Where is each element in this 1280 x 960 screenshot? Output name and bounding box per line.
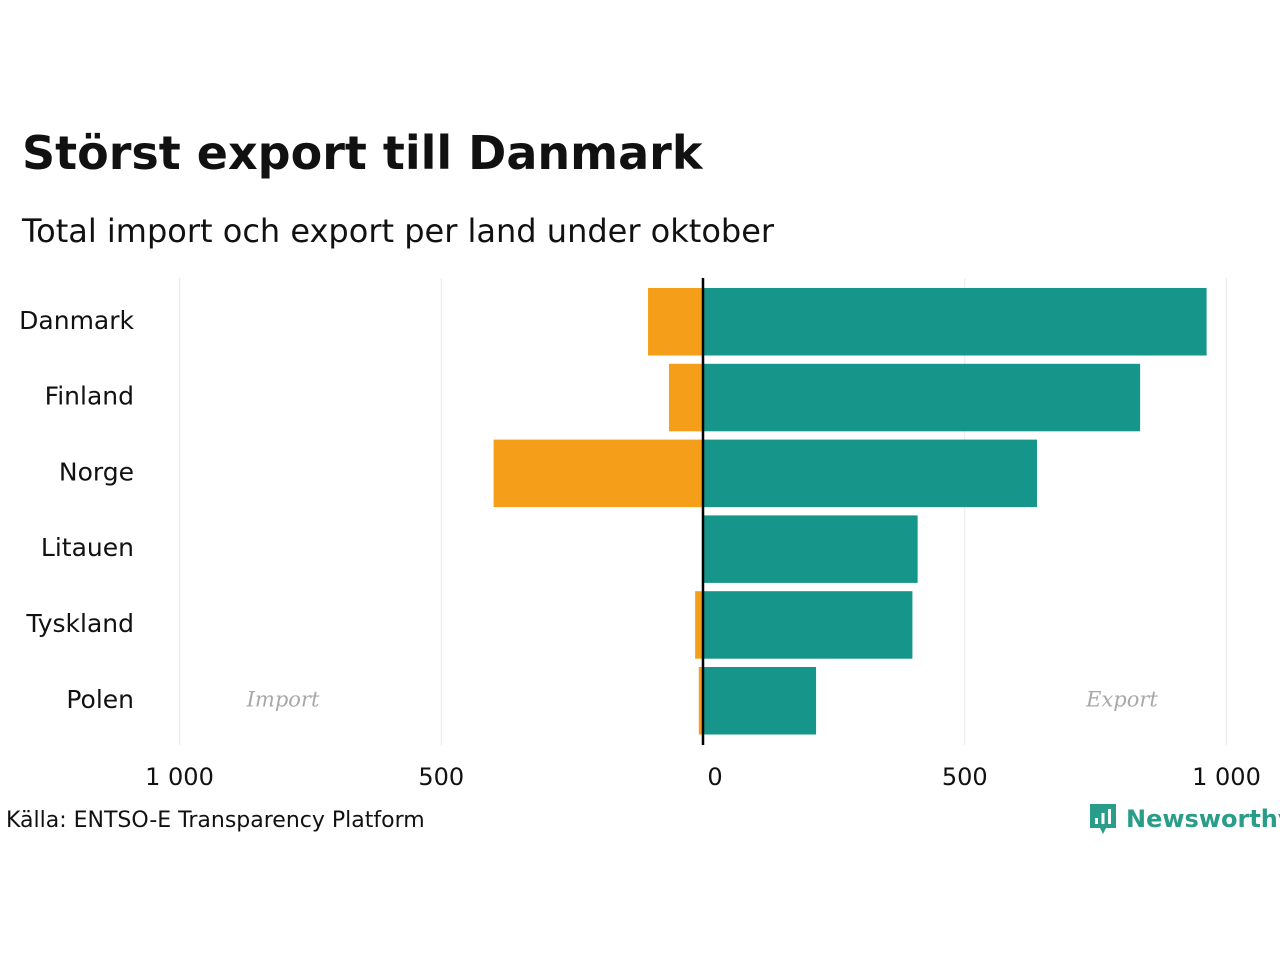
brand-name: Newsworthy	[1126, 805, 1280, 833]
x-tick-label: 0	[707, 763, 722, 791]
bar-import-norge	[493, 439, 703, 508]
source-note: Källa: ENTSO-E Transparency Platform	[6, 808, 425, 833]
category-label: Tyskland	[25, 609, 134, 638]
bar-layer	[493, 278, 1207, 745]
x-tick-label: 500	[942, 763, 988, 791]
x-tick-label: 1 000	[145, 763, 214, 791]
bar-import-danmark	[648, 288, 703, 356]
bar-import-tyskland	[695, 591, 703, 659]
bar-export-tyskland	[703, 591, 913, 659]
newsworthy-logo-icon	[1090, 804, 1116, 834]
category-label: Danmark	[19, 306, 134, 335]
bar-export-litauen	[703, 515, 918, 583]
import-side-label: Import	[246, 687, 320, 711]
chart-subtitle: Total import och export per land under o…	[22, 212, 775, 250]
brand-logo[interactable]: Newsworthy	[1088, 802, 1280, 836]
x-tick-label: 500	[418, 763, 464, 791]
grid-layer	[179, 278, 1227, 745]
export-side-label: Export	[1085, 687, 1158, 711]
x-tick-label: 1 000	[1192, 763, 1261, 791]
bar-export-danmark	[703, 288, 1207, 356]
category-label: Finland	[45, 382, 134, 411]
chart-title: Störst export till Danmark	[22, 126, 703, 180]
tick-layer: 1 000 500 0 500 1 000	[145, 763, 1261, 791]
bar-export-norge	[703, 439, 1037, 508]
bar-import-finland	[668, 363, 703, 432]
bar-import-polen	[698, 667, 703, 735]
category-label: Litauen	[41, 533, 134, 562]
bar-export-polen	[703, 667, 817, 735]
category-label: Norge	[59, 457, 134, 486]
category-label: Polen	[66, 685, 134, 714]
label-layer: Danmark Finland Norge Litauen Tyskland Polen I…	[19, 306, 1158, 714]
bar-export-finland	[703, 363, 1141, 432]
